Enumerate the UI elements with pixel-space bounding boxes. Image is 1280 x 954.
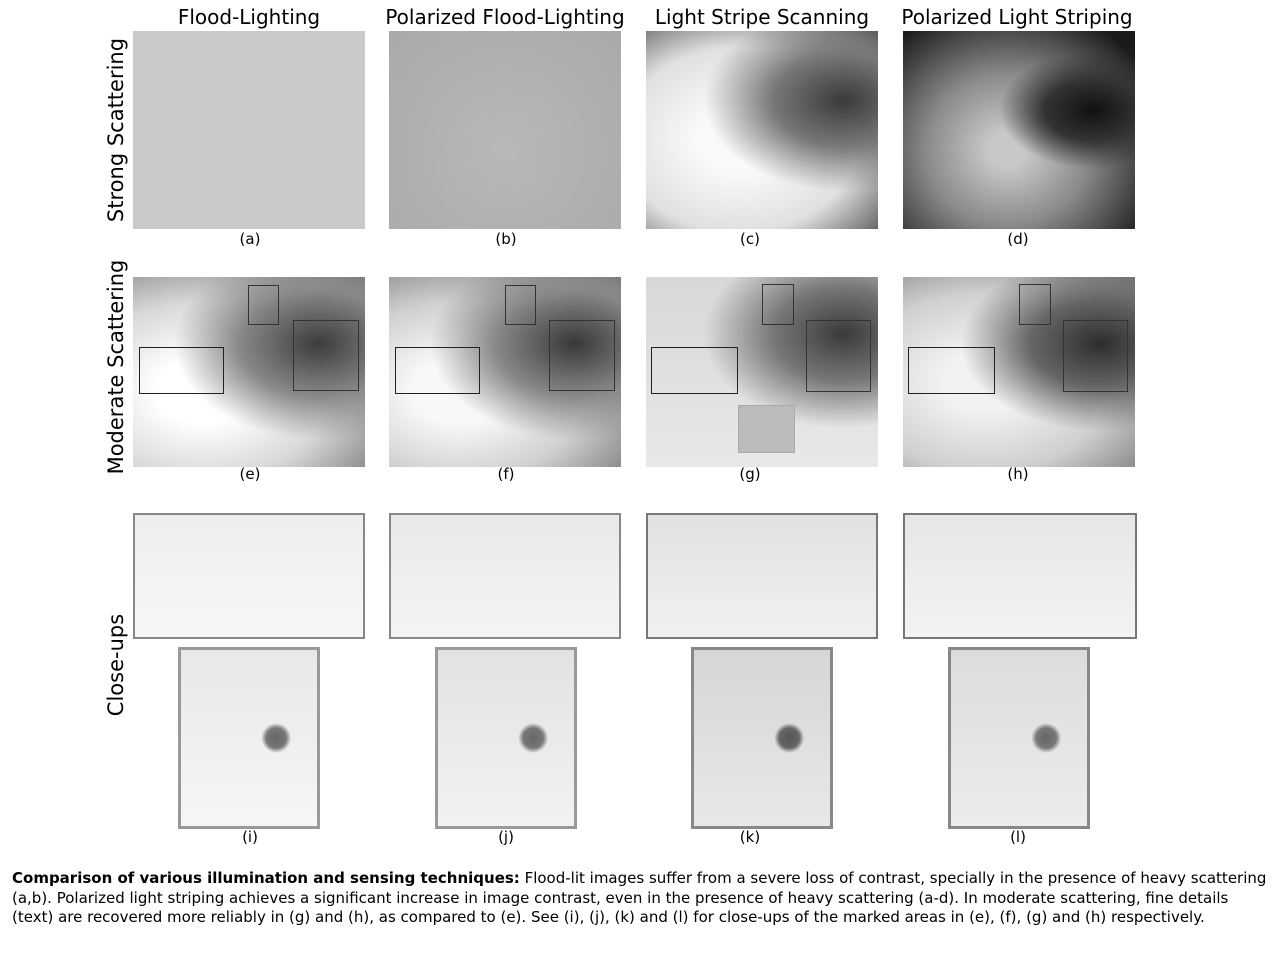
subfigure-label: (i) <box>242 828 258 846</box>
close-up <box>133 513 365 639</box>
image <box>389 277 621 467</box>
marked-area <box>395 347 480 394</box>
image <box>389 31 621 229</box>
subfigure-label: (h) <box>1007 465 1029 483</box>
marked-area <box>139 347 224 394</box>
subfigure-label: (a) <box>239 230 261 248</box>
column-title: Flood-Lighting <box>177 5 321 29</box>
marked-area <box>505 285 536 325</box>
marked-area <box>806 320 871 392</box>
subfigure-label: (e) <box>239 465 261 483</box>
column-title: Light Stripe Scanning <box>654 5 870 29</box>
image <box>133 31 365 229</box>
caption-title: Comparison of various illumination and s… <box>12 869 520 887</box>
column-title: Polarized Light Striping <box>901 5 1133 29</box>
marked-area <box>908 347 995 394</box>
image <box>646 31 878 229</box>
target <box>738 405 795 453</box>
marked-area <box>293 320 359 391</box>
caption: Comparison of various illumination and s… <box>12 869 1268 928</box>
marked-area <box>549 320 615 391</box>
close-up <box>646 513 878 639</box>
close-up <box>948 647 1090 829</box>
column-title: Polarized Flood-Lighting <box>385 5 625 29</box>
subfigure-label: (l) <box>1010 828 1026 846</box>
subfigure-label: (b) <box>495 230 517 248</box>
close-up <box>389 513 621 639</box>
subfigure-label: (c) <box>740 230 760 248</box>
subfigure-label: (g) <box>739 465 761 483</box>
subfigure-label: (d) <box>1007 230 1029 248</box>
subfigure-label: (j) <box>498 828 514 846</box>
marked-area <box>762 284 794 325</box>
image <box>903 277 1135 467</box>
marked-area <box>651 347 738 394</box>
caption-text: Flood-lit images suffer from a severe lo… <box>12 869 1267 926</box>
row-title: Close-ups <box>104 613 128 717</box>
image <box>133 277 365 467</box>
subfigure-label: (f) <box>497 465 515 483</box>
image <box>646 277 878 467</box>
marked-area <box>1019 284 1051 325</box>
close-up <box>903 513 1137 639</box>
row-title: Moderate Scattering <box>104 259 128 475</box>
subfigure-label: (k) <box>739 828 761 846</box>
close-up <box>178 647 320 829</box>
close-up <box>691 647 833 829</box>
marked-area <box>248 285 279 325</box>
marked-area <box>1063 320 1128 392</box>
image <box>903 31 1135 229</box>
close-up <box>435 647 577 829</box>
